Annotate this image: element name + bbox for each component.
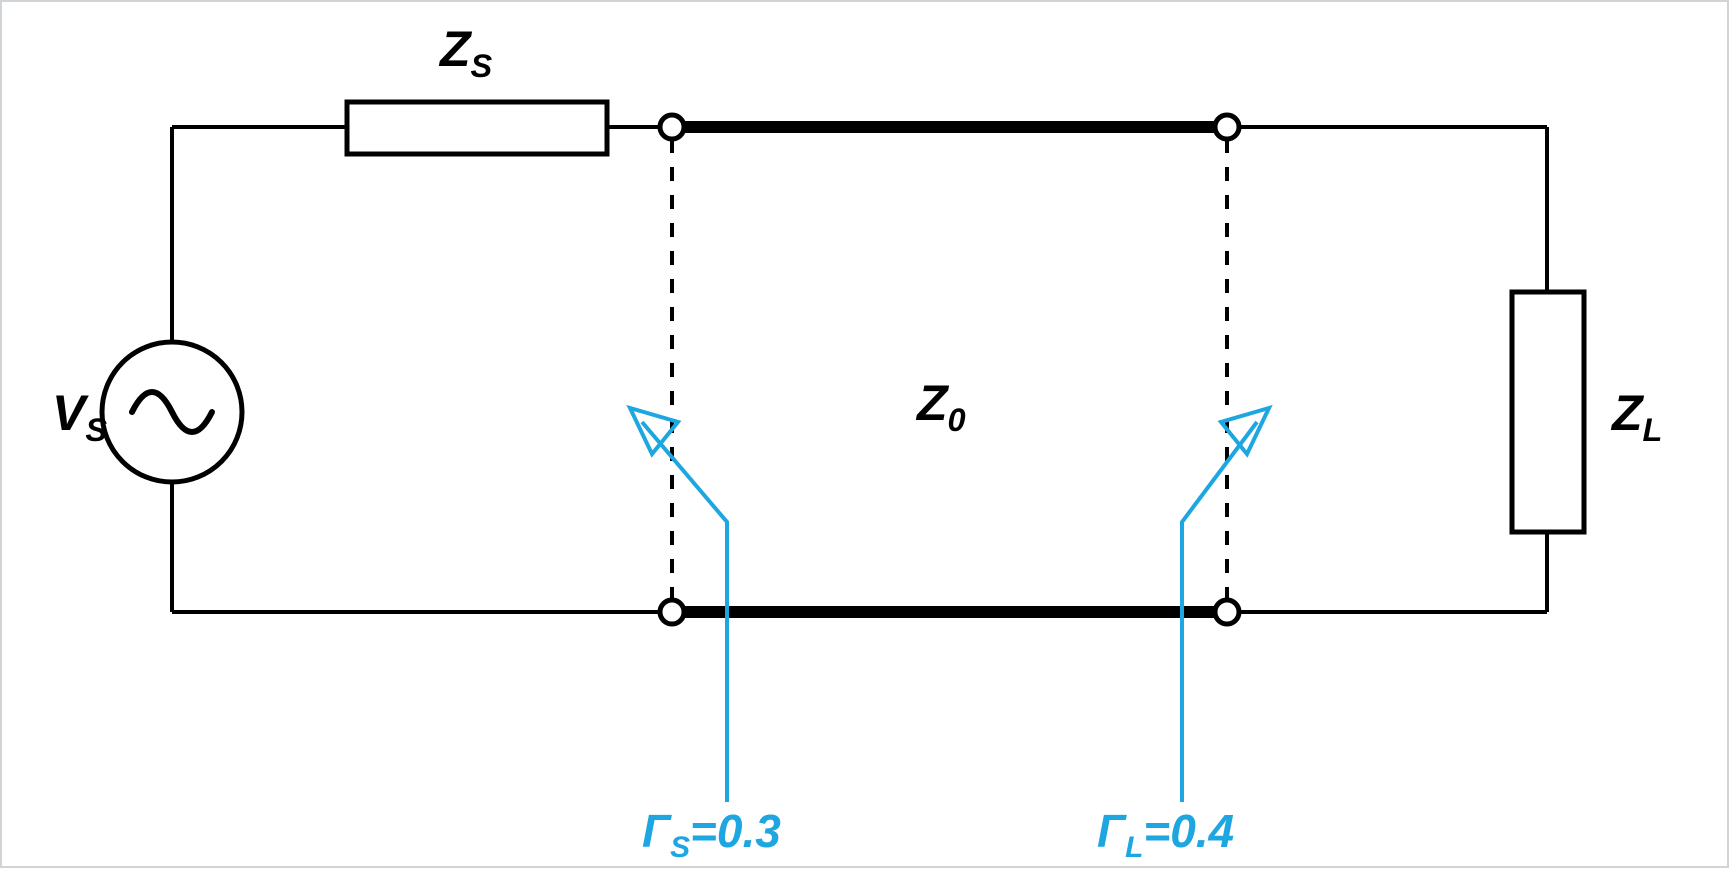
zs-label-letter: Z [440, 21, 471, 77]
source-label: VS [52, 384, 107, 449]
zl-label-letter: Z [1612, 385, 1643, 441]
gamma-l-value: =0.4 [1143, 805, 1234, 857]
source-label-letter: V [52, 385, 85, 441]
circuit-diagram: VS ZS Z0 ZL ΓS=0.3 ΓL=0.4 [0, 0, 1729, 868]
z0-label: Z0 [917, 374, 966, 439]
zl-label-sub: L [1643, 412, 1663, 448]
z0-label-sub: 0 [948, 402, 966, 438]
zs-label: ZS [440, 20, 492, 85]
gamma-s-value: =0.3 [690, 805, 781, 857]
series-impedance-box [347, 102, 607, 154]
zs-label-sub: S [471, 48, 493, 84]
zl-label: ZL [1612, 384, 1662, 449]
gamma-s-sub: S [670, 831, 690, 864]
source-label-sub: S [85, 412, 107, 448]
z0-label-letter: Z [917, 375, 948, 431]
port-node-tr [1215, 115, 1239, 139]
load-impedance-box [1512, 292, 1584, 532]
port-node-bl [660, 600, 684, 624]
gamma-l-sub: L [1125, 831, 1143, 864]
circuit-svg [2, 2, 1729, 870]
gamma-s-text details: ΓS=0.3 [642, 804, 781, 865]
gamma-l-letter: Γ [1097, 805, 1125, 857]
port-node-tl [660, 115, 684, 139]
gamma-s-letter: Γ [642, 805, 670, 857]
port-node-br [1215, 600, 1239, 624]
gamma-l-text: ΓL=0.4 [1097, 804, 1234, 865]
